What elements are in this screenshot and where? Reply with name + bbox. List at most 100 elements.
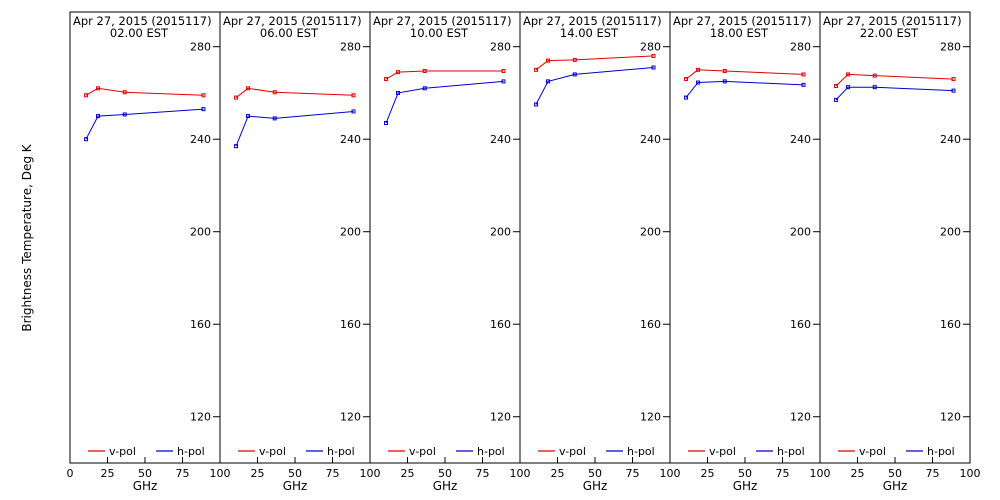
- x-tick-label: 100: [210, 467, 231, 480]
- panel-title: Apr 27, 2015 (2015117): [73, 14, 212, 28]
- data-point: [272, 90, 277, 95]
- y-tick-label: 240: [640, 133, 661, 146]
- y-tick-label: 240: [340, 133, 361, 146]
- data-point: [846, 85, 851, 90]
- y-tick-label: 120: [490, 411, 511, 424]
- panel-title: Apr 27, 2015 (2015117): [223, 14, 362, 28]
- x-tick-label: 50: [588, 467, 602, 480]
- y-tick-label: 200: [190, 226, 211, 239]
- y-tick-label: 240: [790, 133, 811, 146]
- y-tick-label: 280: [340, 41, 361, 54]
- y-tick-label: 160: [790, 318, 811, 331]
- x-tick-label: 100: [360, 467, 381, 480]
- panel-5: 120 160 200 240 280 25 50 75 100 Apr 27, 2015 (20…: [669, 11, 831, 493]
- data-point: [234, 144, 239, 149]
- data-point: [501, 68, 506, 73]
- series-line-h-pol: [85, 108, 204, 140]
- x-tick-label: 100: [660, 467, 681, 480]
- x-tick-label: 75: [926, 467, 940, 480]
- panel-subtitle: 14.00 EST: [560, 26, 619, 40]
- data-point: [501, 79, 506, 84]
- data-point: [546, 79, 551, 84]
- x-tick-label: 50: [888, 467, 902, 480]
- panel-title: Apr 27, 2015 (2015117): [373, 14, 512, 28]
- x-axis-title: GHz: [433, 479, 458, 493]
- x-tick-label: 50: [438, 467, 452, 480]
- data-point: [84, 137, 89, 142]
- data-point: [801, 72, 806, 77]
- data-point: [872, 73, 877, 78]
- y-tick-label: 200: [340, 226, 361, 239]
- data-point: [722, 79, 727, 84]
- x-tick-label: 50: [738, 467, 752, 480]
- x-tick-label: 75: [326, 467, 340, 480]
- y-tick-label: 120: [340, 411, 361, 424]
- data-point: [272, 116, 277, 121]
- y-tick-label: 120: [190, 411, 211, 424]
- data-point: [696, 67, 701, 72]
- x-tick-label: 50: [288, 467, 302, 480]
- y-tick-label: 200: [640, 226, 661, 239]
- x-tick-label: 25: [251, 467, 265, 480]
- data-point: [572, 72, 577, 77]
- data-point: [951, 88, 956, 93]
- panel-title: Apr 27, 2015 (2015117): [673, 14, 812, 28]
- panel-frame: [219, 11, 371, 464]
- y-tick-label: 120: [940, 411, 961, 424]
- panel-subtitle: 02.00 EST: [110, 26, 169, 40]
- data-point: [534, 67, 539, 72]
- y-tick-label: 200: [490, 226, 511, 239]
- series-line-v-pol: [385, 70, 504, 80]
- data-point: [201, 93, 206, 98]
- x-axis-title: GHz: [883, 479, 908, 493]
- x-tick-label: 100: [810, 467, 831, 480]
- x-axis-title: GHz: [133, 479, 158, 493]
- panel-title: Apr 27, 2015 (2015117): [523, 14, 662, 28]
- y-tick-label: 280: [790, 41, 811, 54]
- series-line-h-pol: [685, 80, 804, 98]
- legend-label: h-pol: [927, 445, 955, 458]
- x-tick-label: 25: [101, 467, 115, 480]
- data-point: [246, 114, 251, 119]
- series-line-v-pol: [685, 69, 804, 80]
- legend-label: h-pol: [477, 445, 505, 458]
- data-point: [572, 57, 577, 62]
- x-axis-title: GHz: [283, 479, 308, 493]
- x-tick-label: 100: [510, 467, 531, 480]
- x-tick-label: 0: [67, 467, 74, 480]
- data-point: [122, 112, 127, 117]
- data-point: [834, 84, 839, 89]
- series-line-h-pol: [385, 80, 504, 124]
- x-tick-label: 75: [626, 467, 640, 480]
- data-point: [384, 77, 389, 82]
- y-tick-label: 160: [190, 318, 211, 331]
- panel-subtitle: 10.00 EST: [410, 26, 469, 40]
- y-tick-label: 160: [640, 318, 661, 331]
- data-point: [684, 95, 689, 100]
- data-point: [396, 70, 401, 75]
- data-point: [834, 97, 839, 102]
- y-tick-label: 280: [940, 41, 961, 54]
- data-point: [246, 86, 251, 91]
- data-point: [422, 68, 427, 73]
- legend-label: h-pol: [777, 445, 805, 458]
- x-tick-label: 75: [176, 467, 190, 480]
- data-point: [234, 95, 239, 100]
- x-tick-label: 75: [476, 467, 490, 480]
- y-tick-label: 280: [190, 41, 211, 54]
- legend-label: v-pol: [109, 445, 136, 458]
- x-tick-label: 25: [551, 467, 565, 480]
- y-tick-label: 120: [640, 411, 661, 424]
- data-point: [84, 93, 89, 98]
- data-point: [846, 72, 851, 77]
- y-tick-label: 280: [490, 41, 511, 54]
- data-point: [651, 53, 656, 58]
- y-tick-label: 280: [640, 41, 661, 54]
- y-tick-label: 240: [490, 133, 511, 146]
- legend-label: h-pol: [177, 445, 205, 458]
- y-tick-label: 160: [490, 318, 511, 331]
- y-tick-label: 160: [940, 318, 961, 331]
- panel-subtitle: 06.00 EST: [260, 26, 319, 40]
- x-tick-label: 50: [138, 467, 152, 480]
